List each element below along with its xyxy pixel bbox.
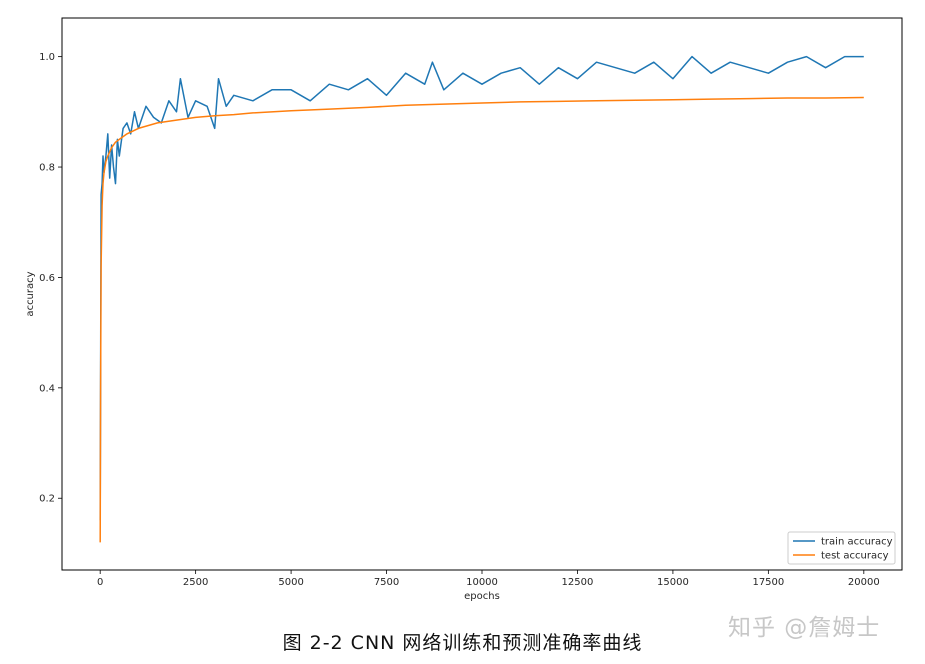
y-tick-label: 0.2 [39, 494, 55, 505]
legend-box [787, 531, 896, 565]
y-ticks: 0.2 0.4 0.6 0.8 1.0 [39, 52, 62, 505]
legend: train accuracy test accuracy [787, 531, 896, 565]
x-axis-label: epochs [464, 591, 500, 602]
x-tick-label: 7500 [374, 577, 399, 588]
x-tick-label: 2500 [183, 577, 208, 588]
legend-label-train: train accuracy [821, 537, 893, 548]
series-line-test [99, 96, 864, 543]
watermark: 知乎 @詹姆士 [728, 615, 881, 641]
plot-frame [61, 17, 903, 571]
y-axis-label: accuracy [25, 271, 36, 316]
y-tick-label: 0.4 [39, 383, 55, 394]
x-tick-label: 12500 [562, 577, 594, 588]
y-tick-label: 0.8 [39, 163, 55, 174]
x-tick-label: 5000 [278, 577, 303, 588]
x-tick-label: 0 [97, 577, 103, 588]
x-tick-label: 15000 [657, 577, 689, 588]
x-ticks: 0 2500 5000 7500 10000 12500 15000 17500 20000 [97, 570, 880, 588]
legend-label-test: test accuracy [821, 551, 889, 562]
x-tick-label: 10000 [466, 577, 498, 588]
figure-caption: 图 2-2 CNN 网络训练和预测准确率曲线 [282, 632, 643, 654]
accuracy-chart: 0 2500 5000 7500 10000 12500 15000 17500 20000 0… [25, 17, 903, 602]
y-tick-label: 0.6 [39, 273, 55, 284]
lines-layer [99, 55, 864, 543]
x-tick-label: 20000 [848, 577, 880, 588]
series-line-train [99, 55, 864, 521]
y-tick-label: 1.0 [39, 52, 55, 63]
x-tick-label: 17500 [752, 577, 784, 588]
